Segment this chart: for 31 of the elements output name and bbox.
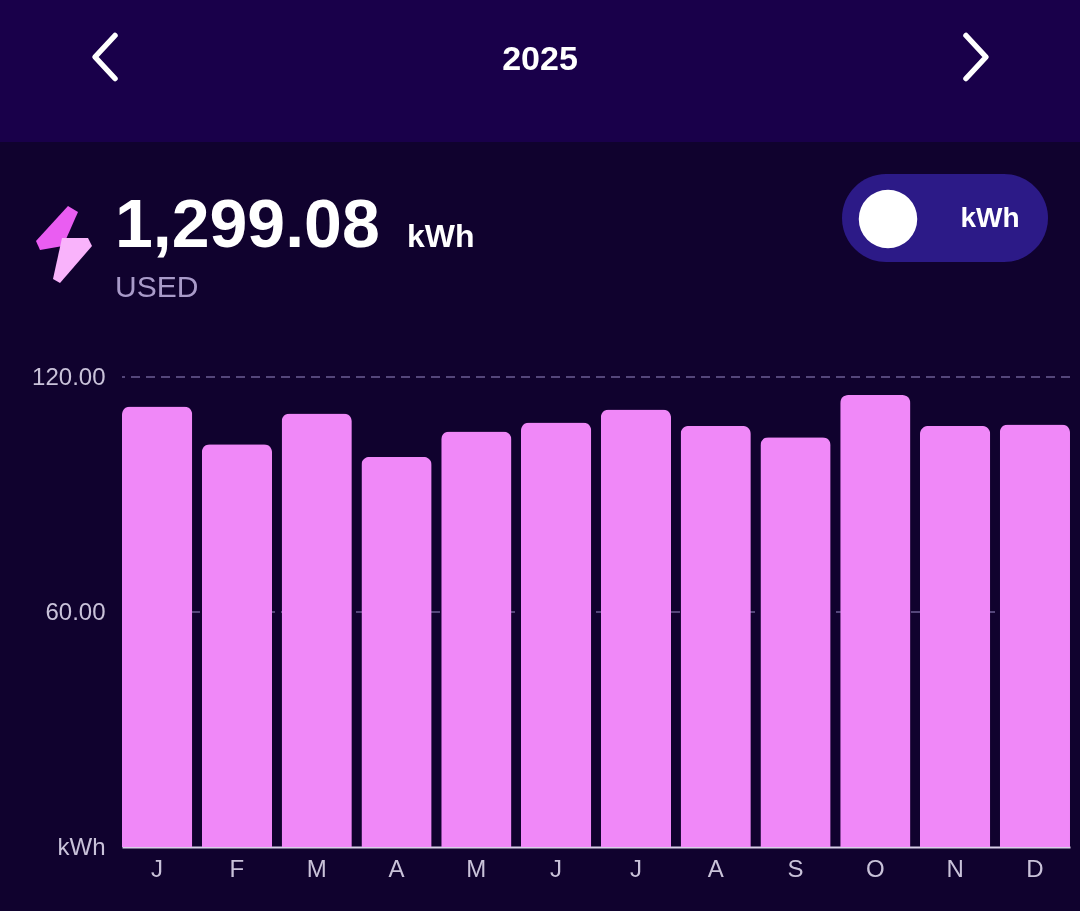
x-tick-label: O bbox=[865, 854, 885, 882]
bar bbox=[201, 444, 273, 847]
x-tick-label: S bbox=[787, 854, 804, 882]
text: USED bbox=[115, 270, 199, 303]
y-tick-label: 60.00 bbox=[45, 597, 106, 625]
bar bbox=[760, 437, 831, 847]
bar bbox=[441, 431, 512, 847]
bar bbox=[680, 425, 751, 847]
x-tick-label: A bbox=[707, 854, 724, 882]
bar bbox=[999, 424, 1070, 847]
bar bbox=[520, 422, 592, 847]
y-tick-label: 120.00 bbox=[32, 362, 106, 390]
x-tick-label: J bbox=[629, 854, 642, 882]
text: kWh bbox=[407, 218, 475, 254]
x-tick-label: M bbox=[306, 854, 327, 882]
x-tick-label: N bbox=[946, 854, 964, 882]
bar bbox=[361, 456, 432, 847]
x-tick-label: D bbox=[1026, 854, 1044, 882]
bar bbox=[600, 409, 672, 847]
bar bbox=[919, 425, 991, 847]
x-tick-label: F bbox=[229, 854, 245, 882]
bar bbox=[840, 395, 911, 847]
x-tick-label: A bbox=[388, 854, 405, 882]
y-tick-label: kWh bbox=[57, 832, 106, 860]
text: 1,299.08 bbox=[115, 185, 380, 261]
x-tick-label: J bbox=[550, 854, 563, 882]
bar bbox=[281, 413, 352, 847]
x-tick-label: M bbox=[466, 854, 487, 882]
bar bbox=[122, 406, 193, 847]
chart-title: 2025 bbox=[502, 39, 578, 77]
x-tick-label: J bbox=[151, 854, 164, 882]
